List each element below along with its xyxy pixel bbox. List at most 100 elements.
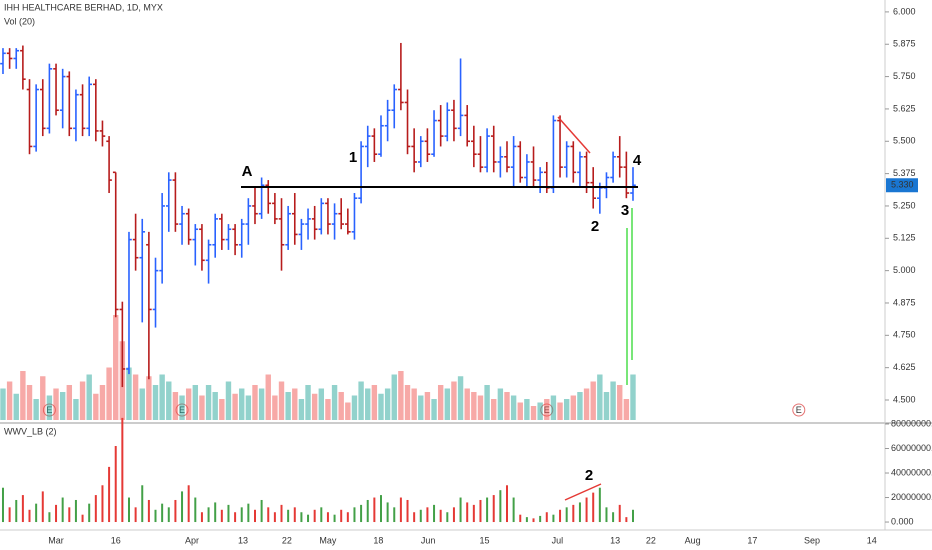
volume-bar bbox=[185, 388, 192, 420]
trend-line bbox=[564, 483, 602, 501]
volume-bar bbox=[524, 399, 530, 420]
y-tick-label: 5.625 bbox=[893, 103, 916, 113]
x-tick-label: 13 bbox=[610, 535, 620, 545]
y-tick-label: 40000000.000 bbox=[891, 467, 932, 477]
volume-bar bbox=[398, 371, 404, 420]
volume-bar bbox=[504, 392, 510, 420]
y-tick-label: 80000000.000 bbox=[891, 418, 932, 428]
volume-bar bbox=[99, 385, 106, 420]
y-tick-label: 4.875 bbox=[893, 297, 916, 307]
volume-bar bbox=[272, 395, 278, 420]
volume-bar bbox=[530, 406, 537, 420]
x-tick-label: Jun bbox=[421, 535, 436, 545]
x-tick-label: 14 bbox=[867, 535, 877, 545]
y-tick-label: 6.000 bbox=[893, 6, 916, 16]
volume-bar bbox=[617, 385, 623, 420]
volume-bar bbox=[239, 388, 245, 420]
volume-bar bbox=[603, 392, 610, 420]
volume-bar bbox=[205, 385, 212, 420]
volume-bar bbox=[192, 385, 199, 420]
annotation: A bbox=[242, 163, 253, 180]
volume-bar bbox=[278, 381, 285, 420]
volume-bar bbox=[59, 392, 66, 420]
volume-bar bbox=[497, 388, 504, 420]
volume-bar bbox=[139, 388, 145, 420]
volume-bar bbox=[252, 385, 258, 420]
x-tick-label: 15 bbox=[479, 535, 489, 545]
volume-bar bbox=[172, 392, 179, 420]
last-price-label: 5.330 bbox=[891, 180, 914, 190]
volume-bar bbox=[106, 367, 112, 420]
volume-bar bbox=[457, 376, 464, 420]
volume-bar bbox=[351, 395, 358, 420]
volume-bar bbox=[404, 385, 411, 420]
volume-bar bbox=[537, 402, 543, 420]
volume-bar bbox=[391, 374, 397, 420]
last-price-box bbox=[886, 178, 918, 193]
volume-bar bbox=[338, 392, 344, 420]
volume-bar bbox=[159, 374, 165, 420]
volume-bar bbox=[424, 392, 431, 420]
volume-bar bbox=[510, 395, 517, 420]
volume-bar bbox=[464, 388, 470, 420]
volume-bar bbox=[146, 376, 152, 420]
volume-bar bbox=[431, 399, 437, 420]
y-tick-label: 20000000.000 bbox=[891, 492, 932, 502]
volume-bar bbox=[298, 399, 305, 420]
y-tick-label: 5.875 bbox=[893, 39, 916, 49]
volume-bar bbox=[219, 399, 225, 420]
x-tick-label: 22 bbox=[282, 535, 292, 545]
volume-bar bbox=[292, 388, 298, 420]
volume-bar bbox=[285, 392, 291, 420]
annotation: 4 bbox=[633, 152, 642, 169]
volume-bar bbox=[0, 388, 6, 420]
volume-bar bbox=[583, 388, 590, 420]
volume-bar bbox=[437, 385, 444, 420]
volume-bar bbox=[265, 374, 271, 420]
volume-bar bbox=[325, 399, 331, 420]
volume-bar bbox=[610, 381, 616, 420]
x-tick-label: Apr bbox=[185, 535, 199, 545]
volume-bar bbox=[305, 385, 311, 420]
volume-bar bbox=[418, 395, 424, 420]
volume-bar bbox=[166, 381, 172, 420]
trend-line bbox=[557, 116, 591, 154]
volume-bar bbox=[365, 388, 371, 420]
volume-bar bbox=[563, 399, 570, 420]
volume-bar bbox=[66, 385, 73, 420]
y-tick-label: 5.375 bbox=[893, 168, 916, 178]
annotation: 2 bbox=[585, 467, 593, 484]
x-tick-label: 16 bbox=[111, 535, 121, 545]
y-tick-label: 4.625 bbox=[893, 362, 916, 372]
y-tick-label: 4.750 bbox=[893, 330, 916, 340]
event-label: E bbox=[796, 405, 802, 415]
x-tick-label: Aug bbox=[685, 535, 701, 545]
y-tick-label: 5.250 bbox=[893, 200, 916, 210]
x-tick-label: 22 bbox=[646, 535, 656, 545]
volume-bar bbox=[491, 399, 497, 420]
volume-bar bbox=[384, 388, 391, 420]
event-marker bbox=[792, 403, 806, 417]
volume-bar bbox=[258, 388, 265, 420]
volume-bar bbox=[318, 388, 325, 420]
x-tick-label: May bbox=[319, 535, 337, 545]
volume-bar bbox=[577, 392, 583, 420]
volume-bar bbox=[212, 392, 218, 420]
y-tick-label: 5.750 bbox=[893, 71, 916, 81]
volume-bar bbox=[550, 395, 557, 420]
x-tick-label: Jul bbox=[552, 535, 564, 545]
volume-bar bbox=[225, 381, 232, 420]
volume-bar bbox=[471, 392, 477, 420]
volume-bar bbox=[590, 381, 596, 420]
volume-bar bbox=[517, 402, 523, 420]
volume-label: Vol (20) bbox=[4, 16, 35, 26]
volume-bar bbox=[40, 376, 46, 420]
volume-bar bbox=[544, 399, 550, 420]
volume-bar bbox=[630, 374, 636, 420]
y-tick-label: 0.000 bbox=[891, 516, 914, 526]
y-tick-label: 5.000 bbox=[893, 265, 916, 275]
volume-bar bbox=[378, 393, 384, 420]
y-tick-label: 5.500 bbox=[893, 136, 916, 146]
volume-bar bbox=[477, 395, 484, 420]
